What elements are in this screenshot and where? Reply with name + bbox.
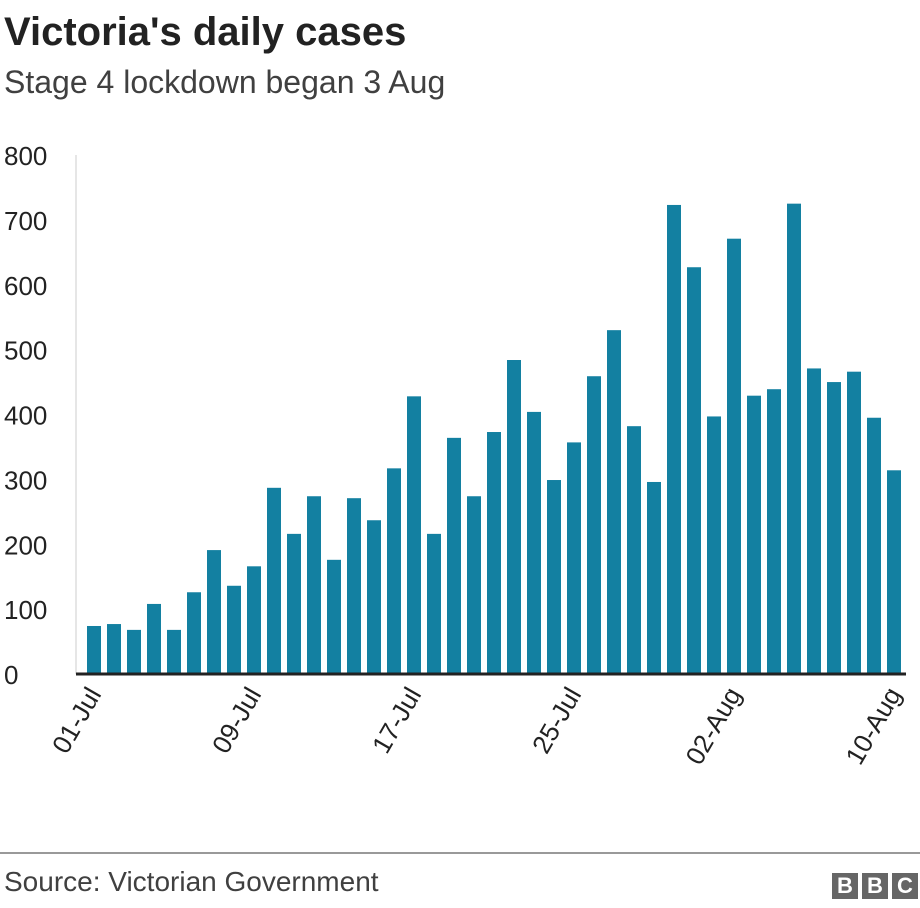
bar [387,468,401,674]
bar [887,470,901,674]
x-tick-label: 02-Aug [679,682,747,770]
bar [207,550,221,674]
bar-chart: 0 100 200 300 400 500 600 700 800 01-Jul 09-Jul 17-… [4,141,907,770]
bar [847,371,861,674]
bar [807,368,821,674]
bar [827,382,841,674]
bar [587,376,601,674]
y-tick-label: 200 [4,530,47,560]
bar [607,330,621,674]
bar [367,520,381,674]
bar [567,442,581,674]
bar [427,533,441,674]
y-tick-label: 800 [4,141,47,171]
bar [787,203,801,674]
bar [507,360,521,674]
bar [87,625,101,674]
bar [147,603,161,674]
x-tick-label: 10-Aug [839,682,907,770]
bar [307,496,321,674]
bar [747,395,761,674]
bar [247,566,261,674]
bar [107,624,121,674]
bar [547,480,561,674]
bar [527,411,541,674]
bar [287,533,301,674]
y-tick-label: 600 [4,271,47,301]
source-note: Source: Victorian Government [4,866,379,897]
y-tick-label: 0 [4,660,18,690]
bar [647,481,661,674]
bar [127,629,141,674]
bar [627,426,641,674]
y-tick-label: 400 [4,401,47,431]
x-tick-label: 01-Jul [46,682,107,758]
x-tick-label: 17-Jul [366,682,427,758]
bar [407,396,421,674]
y-tick-label: 500 [4,336,47,366]
bar [187,592,201,674]
bar [327,559,341,674]
bar [767,389,781,674]
bar [667,204,681,675]
footer-divider [0,852,920,854]
chart-title: Victoria's daily cases [4,10,407,54]
bar [447,437,461,674]
bar [487,432,501,674]
y-tick-label: 700 [4,206,47,236]
x-tick-label: 25-Jul [526,682,587,758]
y-tick-label: 300 [4,465,47,495]
bar [267,487,281,674]
bar [347,498,361,674]
x-tick-label: 09-Jul [206,682,267,758]
bar [467,496,481,674]
bar [867,417,881,674]
chart-subtitle: Stage 4 lockdown began 3 Aug [4,64,446,100]
y-tick-label: 100 [4,595,47,625]
bar [167,629,181,674]
bar [687,267,701,674]
bar [707,416,721,674]
bar [227,585,241,674]
bar [727,238,741,674]
